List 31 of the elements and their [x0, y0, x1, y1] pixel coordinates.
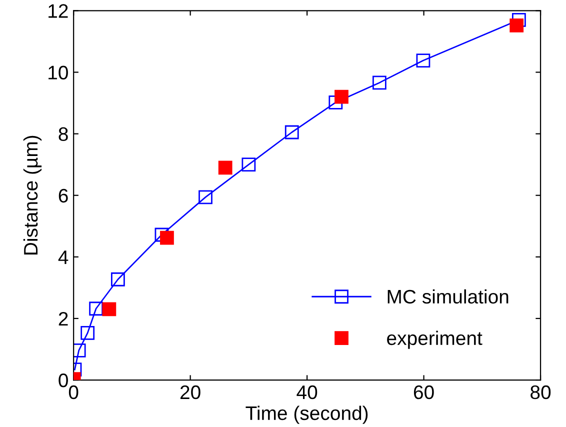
y-tick-label: 0 — [58, 374, 68, 388]
x-axis-title: Time (second) — [246, 406, 368, 424]
point — [284, 125, 299, 140]
point — [198, 190, 212, 204]
point — [160, 230, 174, 245]
point — [110, 272, 125, 286]
y-axis-title: Distance (µm) — [23, 136, 42, 254]
point — [242, 158, 256, 172]
y-tick-label: 4 — [58, 250, 68, 264]
y-tick-label: 2 — [58, 312, 68, 326]
x-tick-label: 80 — [530, 385, 551, 400]
point — [89, 302, 103, 316]
y-tick-label: 12 — [48, 4, 68, 18]
point — [80, 326, 95, 340]
x-tick-label: 60 — [414, 385, 434, 400]
x-tick-label: 20 — [180, 385, 200, 400]
point — [102, 302, 116, 316]
legend-label: MC simulation — [388, 289, 508, 304]
legend-label: experiment — [387, 330, 482, 349]
point — [372, 76, 386, 90]
point — [218, 160, 232, 175]
point — [416, 54, 430, 68]
y-tick-label: 6 — [58, 188, 68, 203]
x-tick-label: 40 — [296, 385, 318, 400]
y-tick-label: 10 — [48, 66, 68, 80]
point — [154, 228, 169, 242]
x-tick-label: 0 — [68, 385, 78, 400]
y-tick-label: 8 — [58, 127, 68, 142]
point — [510, 18, 524, 32]
point — [328, 95, 343, 110]
point — [334, 90, 348, 104]
